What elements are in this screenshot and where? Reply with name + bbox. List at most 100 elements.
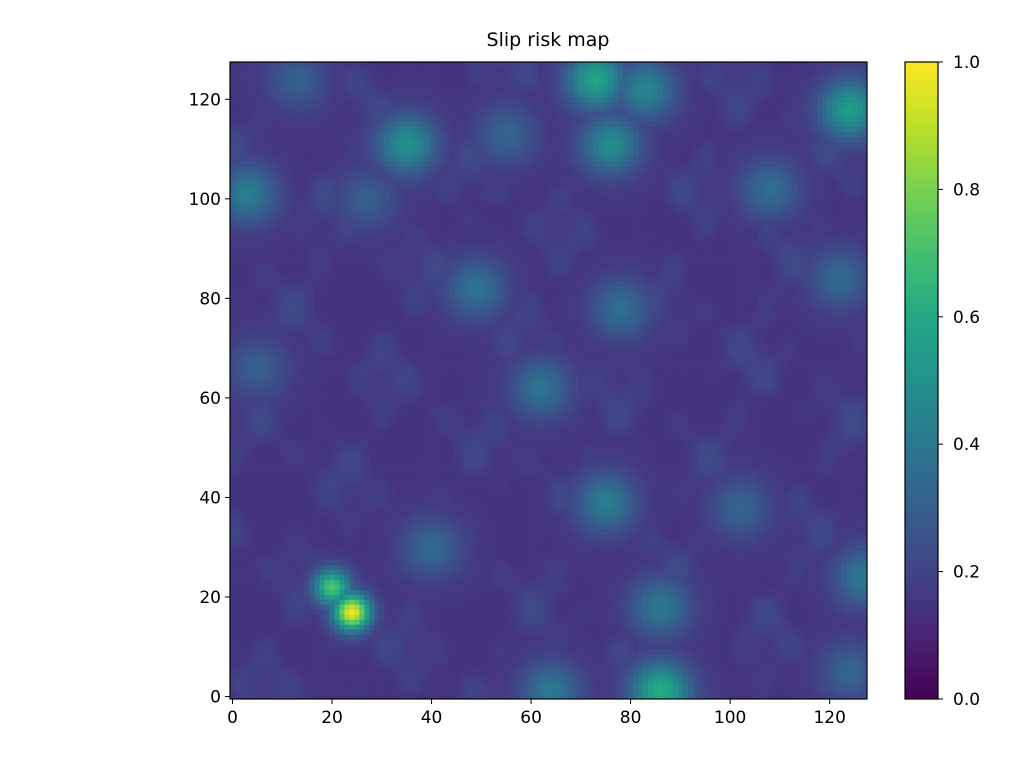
heatmap-cell	[852, 514, 858, 521]
heatmap-cell	[662, 619, 669, 625]
heatmap-cell	[429, 539, 435, 546]
heatmap-cell	[269, 694, 276, 700]
heatmap-cell	[692, 654, 699, 660]
heatmap-cell	[339, 689, 345, 695]
heatmap-cell	[588, 624, 594, 630]
heatmap-cell	[802, 694, 808, 700]
heatmap-cell	[473, 514, 480, 521]
heatmap-cell	[369, 674, 375, 680]
heatmap-cell	[508, 689, 515, 695]
heatmap-cell	[538, 619, 544, 625]
heatmap-cell	[707, 539, 714, 546]
heatmap-cell	[628, 659, 634, 665]
heatmap-cell	[792, 609, 798, 615]
heatmap-cell	[847, 514, 853, 521]
heatmap-cell	[543, 674, 549, 680]
heatmap-cell	[633, 539, 639, 546]
heatmap-cell	[299, 664, 305, 670]
heatmap-cell	[344, 619, 350, 625]
heatmap-cell	[448, 689, 455, 695]
heatmap-cell	[434, 509, 440, 516]
heatmap-cell	[269, 669, 276, 675]
heatmap-cell	[429, 544, 435, 551]
heatmap-cell	[802, 669, 808, 675]
heatmap-cell	[623, 514, 629, 521]
heatmap-cell	[578, 609, 584, 615]
heatmap-cell	[394, 624, 400, 630]
heatmap-cell	[737, 519, 743, 526]
heatmap-cell	[727, 504, 733, 511]
heatmap-cell	[767, 564, 773, 570]
heatmap-cell	[279, 624, 286, 630]
heatmap-cell	[628, 604, 634, 610]
heatmap-cell	[259, 559, 266, 565]
heatmap-cell	[453, 504, 460, 511]
heatmap-cell	[324, 634, 330, 640]
heatmap-cell	[329, 584, 335, 590]
heatmap-cell	[643, 629, 649, 635]
heatmap-cell	[702, 684, 709, 690]
heatmap-cell	[259, 669, 266, 675]
heatmap-cell	[603, 644, 609, 650]
heatmap-cell	[254, 524, 261, 531]
heatmap-cell	[503, 664, 510, 670]
heatmap-cell	[359, 559, 365, 565]
heatmap-cell	[657, 674, 664, 680]
heatmap-cell	[483, 589, 490, 595]
heatmap-cell	[653, 669, 659, 675]
heatmap-cell	[682, 524, 689, 531]
heatmap-cell	[707, 509, 714, 516]
heatmap-cell	[503, 644, 510, 650]
heatmap-cell	[329, 599, 335, 605]
heatmap-cell	[538, 559, 544, 565]
heatmap-cell	[593, 544, 599, 551]
heatmap-cell	[807, 634, 813, 640]
heatmap-cell	[757, 534, 763, 541]
heatmap-cell	[533, 674, 539, 680]
heatmap-cell	[667, 674, 674, 680]
heatmap-cell	[339, 669, 345, 675]
heatmap-cell	[269, 619, 276, 625]
heatmap-cell	[687, 604, 694, 610]
heatmap-cell	[414, 599, 420, 605]
heatmap-cell	[747, 509, 753, 516]
heatmap-cell	[677, 614, 684, 620]
heatmap-cell	[837, 579, 843, 585]
heatmap-cell	[548, 504, 554, 511]
heatmap-cell	[638, 589, 644, 595]
heatmap-cell	[329, 639, 335, 645]
heatmap-cell	[473, 619, 480, 625]
heatmap-cell	[409, 679, 415, 685]
heatmap-cell	[767, 689, 773, 695]
heatmap-cell	[409, 589, 415, 595]
heatmap-cell	[299, 604, 305, 610]
heatmap-cell	[837, 679, 843, 685]
heatmap-cell	[389, 619, 395, 625]
heatmap-cell	[389, 664, 395, 670]
heatmap-cell	[692, 629, 699, 635]
heatmap-cell	[792, 614, 798, 620]
heatmap-cell	[558, 514, 564, 521]
heatmap-cell	[528, 684, 534, 690]
heatmap-cell	[304, 524, 310, 531]
heatmap-cell	[558, 689, 564, 695]
heatmap-cell	[822, 694, 828, 700]
heatmap-cell	[757, 599, 763, 605]
heatmap-cell	[239, 634, 246, 640]
heatmap-cell	[628, 614, 634, 620]
heatmap-cell	[578, 554, 584, 561]
heatmap-cell	[817, 674, 823, 680]
heatmap-cell	[359, 584, 365, 590]
heatmap-cell	[822, 599, 828, 605]
heatmap-cell	[822, 524, 828, 531]
heatmap-cell	[747, 524, 753, 531]
heatmap-cell	[633, 579, 639, 585]
heatmap-cell	[792, 559, 798, 565]
heatmap-cell	[608, 514, 614, 521]
heatmap-cell	[359, 529, 365, 536]
heatmap-cell	[697, 664, 704, 670]
heatmap-cell	[802, 554, 808, 561]
heatmap-cell	[419, 579, 425, 585]
heatmap-cell	[593, 659, 599, 665]
heatmap-cell	[344, 644, 350, 650]
